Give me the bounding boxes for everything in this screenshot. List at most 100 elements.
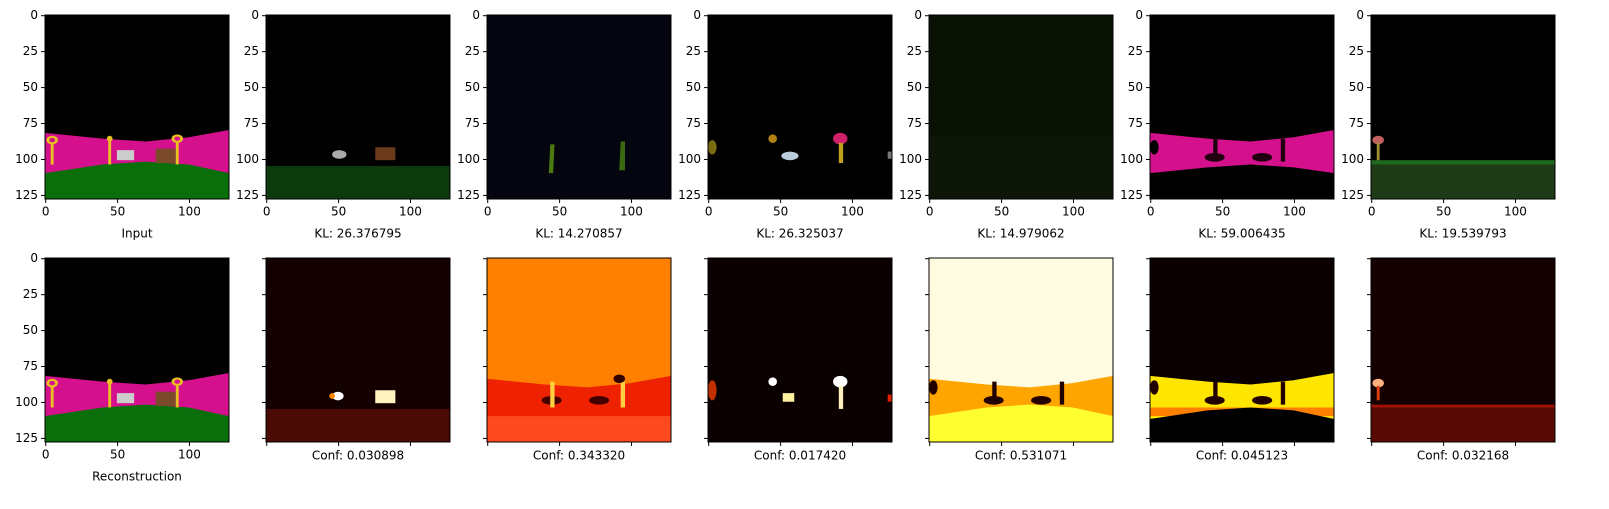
x-tick-label: 0 [42, 448, 50, 462]
pixel-region [45, 373, 229, 417]
pixel-region [929, 404, 1113, 442]
y-tick-label: 125 [457, 188, 480, 202]
object [1150, 140, 1159, 155]
object [833, 132, 848, 145]
image [708, 15, 892, 199]
y-tick-label: 100 [15, 395, 38, 409]
pixel-region [50, 142, 54, 165]
object [833, 375, 848, 388]
x-tick-label: 0 [263, 205, 271, 219]
y-tick-label: 25 [244, 44, 259, 58]
object [106, 378, 113, 385]
y-tick-label: 100 [457, 152, 480, 166]
object [174, 379, 181, 384]
object [1252, 153, 1273, 162]
y-tick-label: 75 [23, 359, 38, 373]
pixel-region [1280, 138, 1286, 162]
pixel-region [50, 385, 54, 408]
object [1372, 135, 1384, 145]
pixel-region [1371, 404, 1555, 408]
y-tick-label: 25 [23, 287, 38, 301]
y-tick-label: 25 [23, 44, 38, 58]
x-tick-label: 100 [1062, 205, 1085, 219]
image [266, 15, 450, 199]
y-tick-label: 0 [251, 8, 259, 22]
panel-caption: Conf: 0.531071 [975, 449, 1067, 463]
y-tick-label: 50 [686, 80, 701, 94]
axes-frame [265, 14, 451, 200]
y-tick-label: 75 [686, 116, 701, 130]
x-tick-label: 100 [178, 448, 201, 462]
y-tick-label: 50 [23, 323, 38, 337]
y-tick-label: 25 [465, 44, 480, 58]
y-tick-label: 75 [244, 116, 259, 130]
x-tick-label: 100 [841, 205, 864, 219]
object [1150, 380, 1159, 395]
pixel-region [1150, 407, 1334, 442]
pixel-region [887, 151, 892, 159]
y-tick-label: 0 [472, 8, 480, 22]
object [613, 374, 625, 384]
image [708, 258, 892, 442]
object [49, 380, 56, 386]
x-tick-label: 0 [1368, 205, 1376, 219]
x-tick-label: 50 [1436, 205, 1451, 219]
y-tick-label: 0 [693, 8, 701, 22]
x-tick-label: 0 [1147, 205, 1155, 219]
axes-frame [1370, 257, 1556, 443]
x-tick-label: 0 [42, 205, 50, 219]
y-tick-label: 100 [1341, 152, 1364, 166]
panel-caption: Reconstruction [92, 470, 182, 484]
axes-frame [44, 14, 230, 200]
y-tick-label: 0 [1356, 8, 1364, 22]
panel-caption: KL: 26.325037 [756, 227, 843, 241]
y-tick-label: 50 [244, 80, 259, 94]
y-tick-label: 50 [1128, 80, 1143, 94]
object [1372, 378, 1384, 388]
object [929, 380, 938, 395]
pixel-region [1213, 381, 1218, 405]
y-tick-label: 100 [899, 152, 922, 166]
axes-frame [707, 257, 893, 443]
pixel-region [155, 148, 176, 164]
axes-frame [1370, 14, 1556, 200]
object [708, 380, 717, 401]
axes-frame [265, 257, 451, 443]
y-tick-label: 50 [23, 80, 38, 94]
axes-frame [44, 257, 230, 443]
y-tick-label: 25 [1349, 44, 1364, 58]
y-tick-label: 100 [15, 152, 38, 166]
y-tick-label: 0 [30, 8, 38, 22]
pixel-region [619, 141, 625, 171]
panel-caption: Conf: 0.045123 [1196, 449, 1288, 463]
object [708, 140, 717, 155]
pixel-region [108, 138, 112, 165]
y-tick-label: 75 [1349, 116, 1364, 130]
object [106, 135, 113, 142]
axes-frame [486, 257, 672, 443]
x-tick-label: 50 [773, 205, 788, 219]
y-tick-label: 75 [1128, 116, 1143, 130]
y-tick-label: 25 [1128, 44, 1143, 58]
object [781, 151, 799, 161]
y-tick-label: 50 [907, 80, 922, 94]
y-tick-label: 125 [1120, 188, 1143, 202]
pixel-region [487, 15, 671, 199]
object [768, 134, 777, 143]
y-tick-label: 125 [1341, 188, 1364, 202]
pixel-region [175, 141, 179, 165]
image [929, 258, 1113, 442]
axes-frame [707, 14, 893, 200]
object [174, 136, 181, 141]
panel-caption: KL: 14.270857 [535, 227, 622, 241]
y-tick-label: 125 [15, 188, 38, 202]
image [487, 15, 671, 199]
pixel-region [487, 416, 671, 442]
y-tick-label: 75 [907, 116, 922, 130]
object [1031, 396, 1052, 405]
pixel-region [1376, 142, 1380, 161]
x-tick-label: 50 [994, 205, 1009, 219]
y-tick-label: 50 [1349, 80, 1364, 94]
pixel-region [992, 381, 997, 405]
image [487, 258, 671, 442]
